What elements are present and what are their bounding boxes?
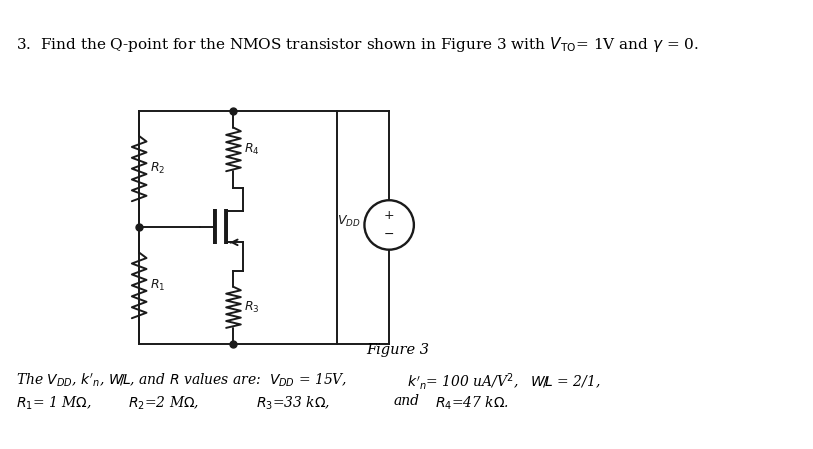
Text: $k'_n$= 100 uA/V$^2$,   $W\!/\!L$ = 2/1,: $k'_n$= 100 uA/V$^2$, $W\!/\!L$ = 2/1, [407,371,601,392]
Text: The $V_{DD}$, $k'_n$, $W\!/\!L$, and $R$ values are:  $V_{DD}$ = 15V,: The $V_{DD}$, $k'_n$, $W\!/\!L$, and $R$… [16,371,348,389]
Text: Figure 3: Figure 3 [367,343,429,357]
Text: $R_4$: $R_4$ [245,142,260,157]
Text: $R_2$=2 M$\Omega$,: $R_2$=2 M$\Omega$, [128,394,199,412]
Text: +: + [384,209,394,222]
Text: $R_1$= 1 M$\Omega$,: $R_1$= 1 M$\Omega$, [16,394,92,412]
Text: $R_3$: $R_3$ [245,300,260,315]
Text: 3.  Find the Q-point for the NMOS transistor shown in Figure 3 with $V_{\mathrm{: 3. Find the Q-point for the NMOS transis… [16,35,699,54]
Text: $R_4$=47 k$\Omega$.: $R_4$=47 k$\Omega$. [435,394,509,412]
Text: and: and [393,394,420,408]
Text: $V_{DD}$: $V_{DD}$ [337,214,361,229]
Text: $R_1$: $R_1$ [150,278,166,293]
Text: −: − [384,228,394,241]
Text: $R_2$: $R_2$ [150,161,166,176]
Text: $R_3$=33 k$\Omega$,: $R_3$=33 k$\Omega$, [256,394,331,412]
